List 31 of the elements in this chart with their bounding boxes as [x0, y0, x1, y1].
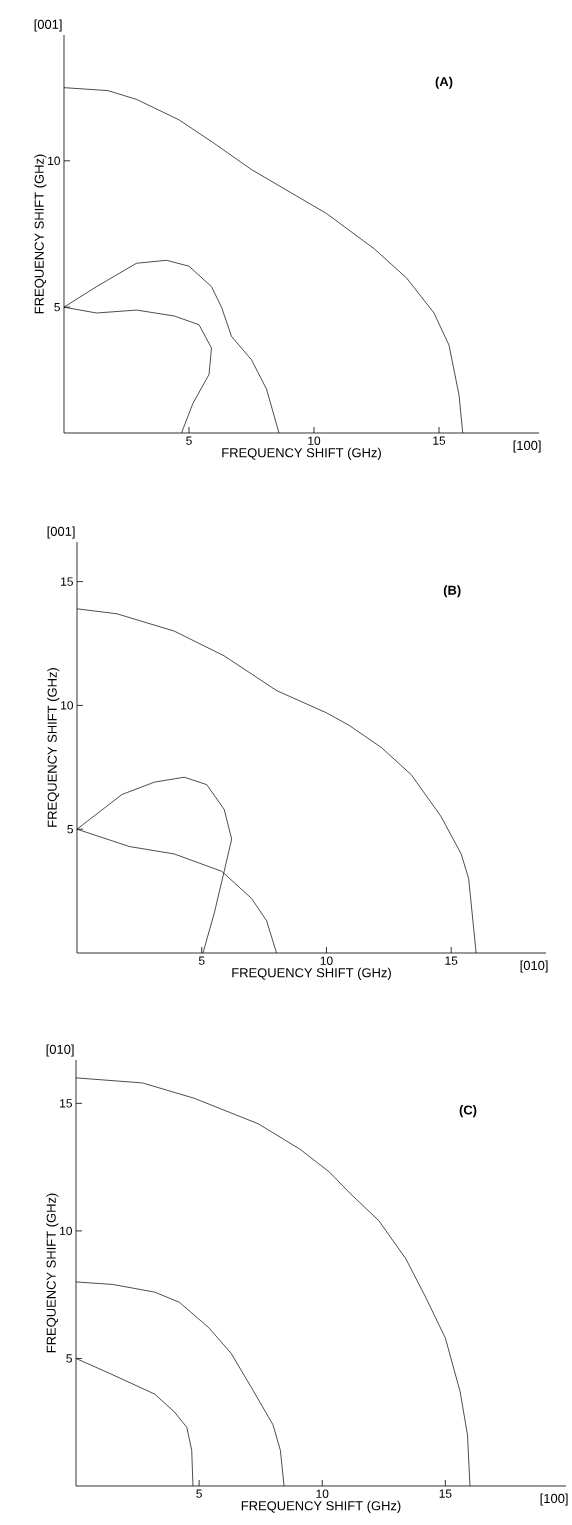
text: [100]: [513, 440, 541, 453]
x-tick-label: 15: [445, 956, 458, 965]
text: (A): [435, 76, 453, 89]
text: [010]: [520, 960, 548, 973]
x-axis-title: FREQUENCY SHIFT (GHz): [222, 447, 382, 460]
y-axis-title: FREQUENCY SHIFT (GHz): [34, 154, 47, 314]
y-tick-label: 10: [61, 701, 74, 710]
text: [001]: [47, 526, 75, 539]
y-tick-label: 5: [67, 825, 74, 834]
x-axis-title: FREQUENCY SHIFT (GHz): [241, 1500, 401, 1513]
x-tick-label: 15: [433, 436, 446, 445]
y-tick-label: 5: [54, 302, 61, 312]
y-tick-label: 15: [61, 577, 74, 586]
x-axis-title: FREQUENCY SHIFT (GHz): [232, 967, 392, 980]
x-tick-label: 5: [198, 956, 205, 965]
text: (C): [459, 1105, 477, 1118]
x-tick-label: 5: [186, 436, 192, 445]
y-tick-label: 10: [60, 1226, 73, 1236]
x-tick-label: 5: [196, 1489, 203, 1498]
x-tick-label: 10: [316, 1489, 329, 1498]
x-tick-label: 10: [308, 436, 321, 445]
text: [100]: [540, 1493, 568, 1506]
y-tick-label: 15: [60, 1099, 73, 1108]
y-axis-title: FREQUENCY SHIFT (GHz): [47, 668, 60, 827]
text: [010]: [46, 1044, 74, 1057]
x-tick-label: 15: [439, 1489, 452, 1498]
x-tick-label: 10: [320, 956, 333, 965]
y-axis-title: FREQUENCY SHIFT (GHz): [46, 1193, 59, 1353]
y-tick-label: 5: [66, 1354, 73, 1363]
text: [001]: [34, 19, 62, 32]
text: (B): [443, 585, 461, 598]
